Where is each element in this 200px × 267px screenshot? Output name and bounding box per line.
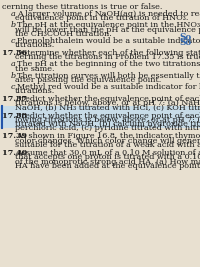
Text: lowing titrations is below, above, or at pH 7: (a) formic acid: lowing titrations is below, above, or at… [15,116,200,124]
Text: the same.: the same. [15,65,54,73]
Text: A larger volume of NaOH(aq) is needed to reach the: A larger volume of NaOH(aq) is needed to… [17,10,200,18]
Text: The pH at the beginning of the two titrations will be: The pH at the beginning of the two titra… [17,60,200,68]
Text: Predict whether the equivalence point of each of the fol-: Predict whether the equivalence point of… [16,112,200,120]
Text: Phenolphthalein would be a suitable indicator for both: Phenolphthalein would be a suitable indi… [17,37,200,45]
Text: c: c [11,37,16,45]
Text: NaOH, (b) NH₃ titrated with HCl, (c) KOH titrated with HBr.: NaOH, (b) NH₃ titrated with HCl, (c) KOH… [15,104,200,112]
FancyBboxPatch shape [0,106,200,128]
Text: b: b [11,21,16,29]
Text: Predict whether the equivalence point of each of the following: Predict whether the equivalence point of… [16,95,200,103]
Text: after passing the equivalence point.: after passing the equivalence point. [15,76,161,84]
Text: As shown in Figure 16.8, the indicator thymol blue has two: As shown in Figure 16.8, the indicator t… [16,132,200,140]
Text: a: a [11,10,16,18]
Text: cerning these titrations is true or false.: cerning these titrations is true or fals… [2,3,162,11]
Text: b: b [11,72,16,80]
Text: 17.38: 17.38 [2,112,32,120]
Text: Assume that 30.0 mL of a 0.10 M solution of a weak base B: Assume that 30.0 mL of a 0.10 M solution… [16,149,200,157]
Text: So: So [179,33,191,42]
Text: Determine whether each of the following statements con-: Determine whether each of the following … [16,49,200,57]
Text: titrated with NaOH, (b) calcium hydroxide titrated with: titrated with NaOH, (b) calcium hydroxid… [15,120,200,128]
Text: So: So [179,38,191,47]
Text: that accepts one proton is titrated with a 0.10 M solution: that accepts one proton is titrated with… [15,153,200,161]
Text: The pH at the equivalence point in the HNO₃ titration: The pH at the equivalence point in the H… [17,21,200,29]
Text: 17.40: 17.40 [2,149,33,157]
Text: cerning the titrations in Problem 17.35 is true or false.: cerning the titrations in Problem 17.35 … [15,53,200,61]
Text: titrations is below, above, or at pH 7: (a) NaHCO₃ titrated with: titrations is below, above, or at pH 7: … [15,99,200,107]
Text: color changes. Which color change will generally be more: color changes. Which color change will g… [15,137,200,145]
Text: will be lower than the pH at the equivalence point in: will be lower than the pH at the equival… [15,26,200,34]
Text: 17.36: 17.36 [2,49,32,57]
Text: the CH₃COOH titration.: the CH₃COOH titration. [15,30,112,38]
Text: c: c [11,83,16,91]
Text: a: a [11,60,16,68]
Text: equivalence point in the titration of HNO₃.: equivalence point in the titration of HN… [15,14,188,22]
Text: Methyl red would be a suitable indicator for both: Methyl red would be a suitable indicator… [17,83,200,91]
Text: suitable for the titration of a weak acid with a strong base?: suitable for the titration of a weak aci… [15,141,200,149]
Text: HA have been added at the equivalence point? (b) What: HA have been added at the equivalence po… [15,162,200,170]
Text: The titration curves will both be essentially the same: The titration curves will both be essent… [17,72,200,80]
Text: 17.39: 17.39 [2,132,32,140]
Text: titrations.: titrations. [15,41,55,49]
Text: titrations.: titrations. [15,87,55,95]
Text: of the monoprotic strong acid HA. (a) How many moles of: of the monoprotic strong acid HA. (a) Ho… [15,158,200,166]
Text: 17.37: 17.37 [2,95,32,103]
Text: perchloric acid, (c) pyridine titrated with nitric acid.: perchloric acid, (c) pyridine titrated w… [15,124,200,132]
